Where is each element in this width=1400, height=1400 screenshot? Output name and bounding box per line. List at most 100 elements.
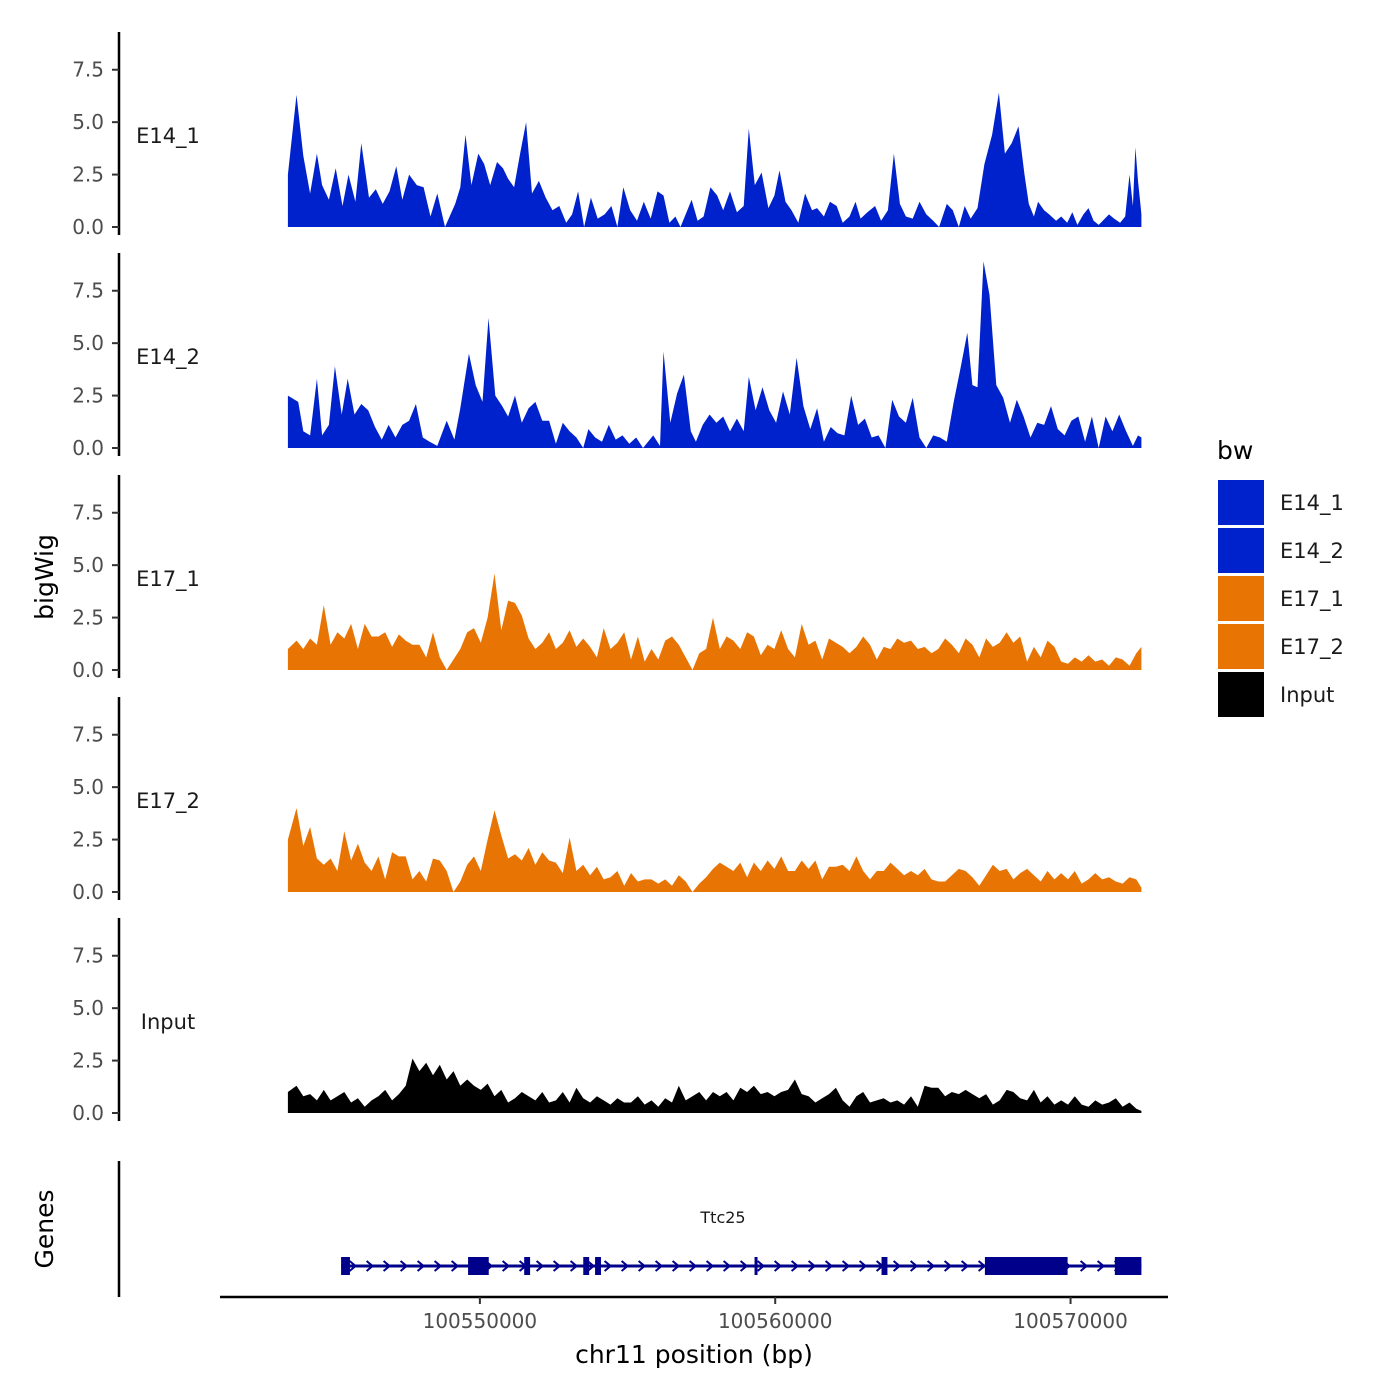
exon-block <box>468 1257 489 1275</box>
strand-arrow <box>926 1260 936 1272</box>
x-axis: 100550000 100560000 100570000 <box>220 1295 1168 1333</box>
y-tick-label: 2.5 <box>72 606 104 630</box>
strand-arrow <box>416 1260 426 1272</box>
y-tick-label: 7.5 <box>72 58 104 82</box>
legend-title: bw <box>1217 436 1253 465</box>
track-input: 0.0 2.5 5.0 7.5 Input <box>72 918 1142 1125</box>
exon-block <box>1114 1257 1142 1275</box>
y-tick-label: 5.0 <box>72 331 104 355</box>
genes-axis-title: Genes <box>30 1189 59 1268</box>
legend-swatch <box>1218 528 1264 573</box>
y-tick-label: 5.0 <box>72 553 104 577</box>
track-e17-1: 0.0 2.5 5.0 7.5 E17_1 <box>72 475 1142 682</box>
coverage-area <box>287 1058 1142 1113</box>
y-tick-label: 2.5 <box>72 828 104 852</box>
y-tick-label: 7.5 <box>72 279 104 303</box>
coverage-area <box>287 808 1142 892</box>
x-axis-title: chr11 position (bp) <box>575 1340 813 1369</box>
legend-swatch <box>1218 672 1264 717</box>
y-tick-label: 7.5 <box>72 723 104 747</box>
legend-label: E14_2 <box>1280 539 1344 564</box>
legend-swatch <box>1218 576 1264 621</box>
strand-arrow <box>399 1260 409 1272</box>
y-axis-title: bigWig <box>30 534 59 620</box>
exon-block <box>583 1257 590 1275</box>
strand-arrow <box>722 1260 732 1272</box>
legend-label: E17_1 <box>1280 587 1344 612</box>
strand-arrow <box>1096 1260 1106 1272</box>
track-e17-2: 0.0 2.5 5.0 7.5 E17_2 <box>72 697 1142 904</box>
y-tick-label: 5.0 <box>72 110 104 134</box>
exon-block <box>595 1257 601 1275</box>
strand-arrow <box>620 1260 630 1272</box>
exon-block <box>524 1257 531 1275</box>
y-tick-label: 0.0 <box>72 880 104 904</box>
strand-arrow <box>637 1260 647 1272</box>
strand-arrow <box>943 1260 953 1272</box>
strand-arrow <box>382 1260 392 1272</box>
exon-block <box>754 1257 758 1275</box>
track-label: E17_2 <box>136 789 200 814</box>
coverage-area <box>287 92 1142 227</box>
exon-block <box>881 1257 888 1275</box>
legend-label: E14_1 <box>1280 491 1344 516</box>
track-e14-2: 0.0 2.5 5.0 7.5 E14_2 <box>72 253 1142 460</box>
y-tick-label: 2.5 <box>72 384 104 408</box>
strand-arrow <box>552 1260 562 1272</box>
strand-arrow <box>841 1260 851 1272</box>
strand-arrow <box>739 1260 749 1272</box>
y-tick-label: 5.0 <box>72 996 104 1020</box>
legend-label: Input <box>1280 683 1334 707</box>
strand-arrow <box>807 1260 817 1272</box>
strand-arrow <box>960 1260 970 1272</box>
coverage-area <box>287 261 1142 448</box>
exon-block <box>984 1257 1068 1275</box>
x-tick-label: 100560000 <box>718 1309 833 1333</box>
genes-track: Ttc25 <box>117 1161 1142 1297</box>
strand-arrow <box>705 1260 715 1272</box>
y-tick-label: 2.5 <box>72 163 104 187</box>
strand-arrow <box>977 1260 987 1272</box>
track-label: E14_1 <box>136 124 200 149</box>
strand-arrow <box>824 1260 834 1272</box>
exon-block <box>341 1257 350 1275</box>
strand-arrow <box>790 1260 800 1272</box>
y-tick-label: 0.0 <box>72 215 104 239</box>
legend-swatch <box>1218 480 1264 525</box>
strand-arrow <box>433 1260 443 1272</box>
y-tick-label: 0.0 <box>72 436 104 460</box>
y-tick-label: 0.0 <box>72 1101 104 1125</box>
strand-arrow <box>892 1260 902 1272</box>
strand-arrow <box>1079 1260 1089 1272</box>
strand-arrow <box>654 1260 664 1272</box>
track-label: E17_1 <box>136 567 200 592</box>
x-tick-label: 100570000 <box>1013 1309 1128 1333</box>
y-tick-label: 7.5 <box>72 944 104 968</box>
strand-arrow <box>535 1260 545 1272</box>
strand-arrow <box>858 1260 868 1272</box>
strand-arrow <box>365 1260 375 1272</box>
strand-arrow <box>671 1260 681 1272</box>
strand-arrow <box>688 1260 698 1272</box>
legend-label: E17_2 <box>1280 635 1344 660</box>
y-tick-label: 5.0 <box>72 775 104 799</box>
strand-arrow <box>603 1260 613 1272</box>
strand-arrow <box>756 1260 766 1272</box>
legend-swatch <box>1218 624 1264 669</box>
strand-arrow <box>569 1260 579 1272</box>
y-tick-label: 7.5 <box>72 501 104 525</box>
x-tick-label: 100550000 <box>423 1309 538 1333</box>
strand-arrow <box>450 1260 460 1272</box>
strand-arrow <box>586 1260 596 1272</box>
track-e14-1: 0.0 2.5 5.0 7.5 E14_1 <box>72 32 1142 239</box>
y-tick-label: 2.5 <box>72 1049 104 1073</box>
y-tick-label: 0.0 <box>72 658 104 682</box>
track-panels: 0.0 2.5 5.0 7.5 E14_1 0.0 2.5 5.0 7.5 E14_2 0.0 2.5… <box>72 32 1142 1125</box>
track-label: Input <box>141 1010 195 1034</box>
gene-label: Ttc25 <box>699 1208 745 1227</box>
strand-arrow <box>348 1260 358 1272</box>
strand-arrow <box>773 1260 783 1272</box>
coverage-area <box>287 573 1142 670</box>
strand-arrow <box>909 1260 919 1272</box>
